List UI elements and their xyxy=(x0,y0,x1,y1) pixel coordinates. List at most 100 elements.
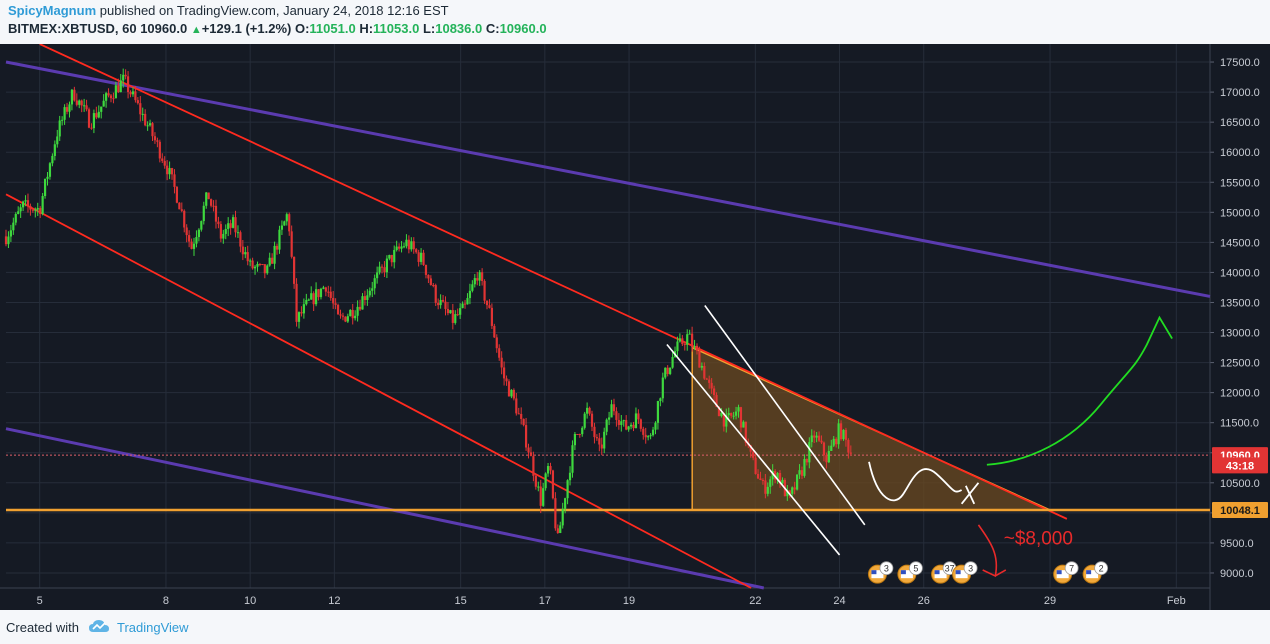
candle xyxy=(554,492,557,531)
candle-body xyxy=(131,91,135,95)
candle xyxy=(388,254,391,261)
candle-body xyxy=(339,314,342,316)
candle xyxy=(671,350,674,369)
candle xyxy=(170,167,174,180)
candle xyxy=(78,99,81,109)
candle xyxy=(529,446,533,457)
candle-body xyxy=(63,107,66,120)
candle-body xyxy=(590,413,594,427)
candle xyxy=(712,385,716,402)
candle xyxy=(249,258,252,267)
candle-body xyxy=(578,434,581,436)
candle xyxy=(341,312,345,321)
tradingview-cloud-icon[interactable] xyxy=(88,618,110,634)
candle-body xyxy=(683,344,686,346)
candle xyxy=(473,273,476,288)
candle xyxy=(385,255,389,279)
candle-body xyxy=(605,419,608,432)
candle-body xyxy=(764,480,767,494)
candle xyxy=(300,306,303,317)
candle-body xyxy=(107,93,110,96)
x-tick-label: Feb xyxy=(1167,595,1186,607)
candle-body xyxy=(595,437,598,439)
candle-body xyxy=(715,395,718,407)
x-tick-label: 19 xyxy=(623,595,635,607)
candle-body xyxy=(471,284,474,291)
candle-body xyxy=(485,300,489,306)
high-value: 11053.0 xyxy=(373,21,420,36)
flag-canton xyxy=(934,570,940,575)
candle xyxy=(422,249,425,266)
candle xyxy=(383,261,386,278)
candle-body xyxy=(192,243,196,249)
candle-body xyxy=(459,308,462,315)
candle-body xyxy=(805,459,808,463)
low-label: L: xyxy=(422,21,436,36)
candle-body xyxy=(651,429,655,436)
candle-body xyxy=(302,304,305,314)
candle xyxy=(371,281,374,298)
y-tick-label: 16500.0 xyxy=(1220,117,1260,129)
candle-body xyxy=(793,487,796,490)
candle xyxy=(9,224,12,242)
candle xyxy=(485,300,489,310)
candle-body xyxy=(691,333,694,347)
candle xyxy=(510,389,513,399)
candle xyxy=(398,243,401,252)
candle xyxy=(576,433,579,435)
candle-body xyxy=(493,325,496,338)
candle-body xyxy=(573,433,577,446)
candle xyxy=(424,264,428,279)
candle-body xyxy=(175,186,179,203)
badge-count: 3 xyxy=(884,564,889,574)
author-link[interactable]: SpicyMagnum xyxy=(8,3,97,18)
candle-body xyxy=(266,265,269,274)
candle xyxy=(202,201,205,225)
candle xyxy=(122,68,125,88)
candle-body xyxy=(620,421,623,425)
last-price: 10960.0 xyxy=(140,21,188,36)
candle xyxy=(61,116,64,126)
candle-body xyxy=(24,200,27,202)
candle-body xyxy=(424,264,428,275)
candle-body xyxy=(75,100,78,105)
candle-body xyxy=(288,214,291,232)
candle-body xyxy=(656,401,660,423)
candle xyxy=(620,415,623,432)
candle-body xyxy=(144,113,147,126)
candle-body xyxy=(669,367,672,375)
candle xyxy=(688,329,691,335)
candle xyxy=(131,87,135,97)
candle xyxy=(339,309,342,319)
candle xyxy=(756,469,760,480)
candle xyxy=(129,90,132,98)
candle-body xyxy=(148,123,152,126)
candle-body xyxy=(825,455,828,463)
candle xyxy=(656,400,660,430)
y-tick-label: 14500.0 xyxy=(1220,237,1260,249)
price-chart[interactable]: 9000.09500.010000.010500.011000.011500.0… xyxy=(0,43,1270,610)
candle-body xyxy=(488,305,491,308)
candle xyxy=(400,241,403,253)
candle-body xyxy=(376,272,379,279)
candle-body xyxy=(705,378,708,380)
y-tick-label: 14000.0 xyxy=(1220,267,1260,279)
candle xyxy=(317,288,320,301)
red-channel-lower xyxy=(5,193,752,589)
candle-body xyxy=(380,266,384,268)
candle xyxy=(117,78,120,94)
candle xyxy=(490,303,493,329)
candle xyxy=(324,286,327,297)
candle-body xyxy=(314,289,318,305)
candle xyxy=(246,245,249,266)
candle xyxy=(581,426,584,437)
chart-area[interactable]: 9000.09500.010000.010500.011000.011500.0… xyxy=(0,43,1270,610)
candle xyxy=(188,230,191,248)
candle-body xyxy=(319,288,323,298)
candle-body xyxy=(383,267,386,273)
candle xyxy=(849,445,852,456)
candle xyxy=(527,443,530,459)
candle-body xyxy=(813,435,816,438)
candle-body xyxy=(161,158,164,161)
tradingview-link[interactable]: TradingView xyxy=(117,620,189,635)
